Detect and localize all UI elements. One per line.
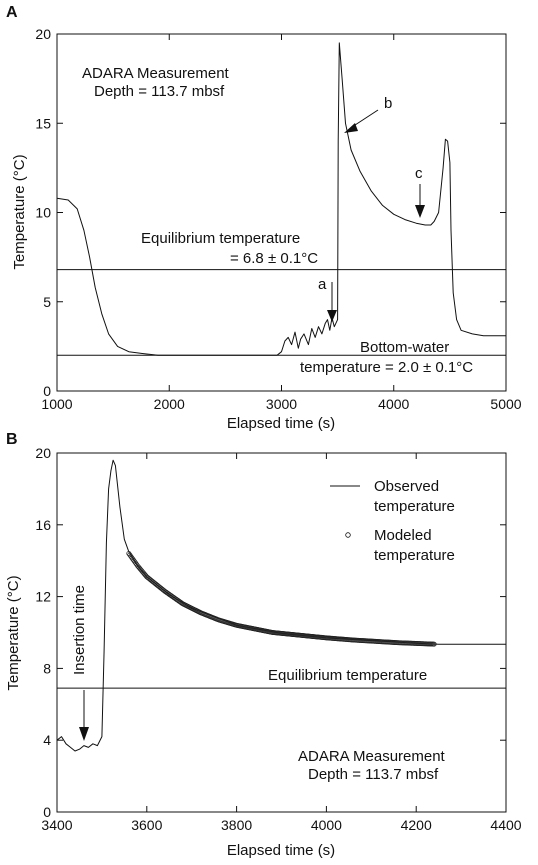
panel-b-x-tick-label: 4400 [490,817,521,833]
panel-a-y-axis: 0 5 10 15 20 [35,26,506,399]
panel-b-x-axis: 3400 3600 3800 4000 4200 4400 [41,453,522,833]
panel-a-letter: A [6,4,18,21]
panel-b-x-tick-label: 3800 [221,817,252,833]
panel-b-series [56,459,506,752]
panel-a-y-tick-label: 10 [35,205,51,221]
panel-b-legend: Observed temperature Modeled temperature [330,478,455,564]
panel-b-y-tick-label: 8 [43,660,51,676]
arrow-b-head [344,123,358,133]
arrow-a-head [327,310,337,322]
panel-a-y-tick-label: 15 [35,115,51,131]
panel-b-x-tick-label: 4000 [311,817,342,833]
panel-b-x-axis-title: Elapsed time (s) [227,842,335,859]
annotation-label-b: b [384,95,392,112]
panel-a-x-tick-label: 3000 [266,396,297,412]
panel-a-y-tick-label: 20 [35,26,51,42]
annotation-bottom-water-value: temperature = 2.0 ± 0.1°C [300,359,473,376]
panel-b-y-tick-label: 20 [35,445,51,461]
panel-b-x-tick-label: 3600 [131,817,162,833]
annotation-adara-measurement-b: ADARA Measurement [298,748,446,765]
legend-modeled-swatch [345,532,351,538]
panel-a-x-axis-title: Elapsed time (s) [227,415,335,432]
legend-observed-label: Observed [374,478,439,495]
panel-b-y-tick-label: 12 [35,589,51,605]
panel-b-letter: B [6,431,18,448]
panel-a-series [56,42,506,356]
panel-a-x-tick-label: 2000 [154,396,185,412]
annotation-depth: Depth = 113.7 mbsf [94,83,225,100]
panel-a-y-axis-title: Temperature (°C) [11,154,28,269]
panel-a-reference-lines [57,269,506,356]
panel-a-x-tick-label: 4000 [378,396,409,412]
arrow-insertion-head [79,727,89,741]
panel-b-x-tick-label: 3400 [41,817,72,833]
panel-a-y-tick-label: 0 [43,383,51,399]
annotation-label-a: a [318,276,327,293]
arrow-c-head [415,205,425,218]
panel-a-x-tick-label: 1000 [41,396,72,412]
panel-a-observed-line [56,42,506,356]
panel-b: B 0 4 8 12 16 20 3400 3600 3800 4000 4200 4400 Tem… [5,431,522,859]
annotation-equilibrium-value: = 6.8 ± 0.1°C [230,250,318,267]
panel-b-y-tick-label: 4 [43,732,51,748]
arrow-b-shaft [351,109,379,128]
annotation-insertion-time: Insertion time [71,585,88,675]
panel-a-y-tick-label: 5 [43,294,51,310]
legend-modeled-label: Modeled [374,527,432,544]
annotation-adara-measurement: ADARA Measurement [82,65,230,82]
annotation-label-c: c [415,165,423,182]
panel-b-plot-frame [56,452,507,813]
panel-b-y-axis-title: Temperature (°C) [5,575,22,690]
panel-b-y-axis: 0 4 8 12 16 20 [35,445,506,820]
panel-a-x-tick-label: 5000 [490,396,521,412]
panel-a: A 0 5 10 15 20 1000 2000 3000 4000 5000 Temperat… [6,4,522,432]
legend-observed-label-2: temperature [374,498,455,515]
modeled-point [431,641,437,647]
annotation-equilibrium-temperature: Equilibrium temperature [141,230,300,247]
panel-b-y-tick-label: 16 [35,517,51,533]
annotation-equilibrium-temperature-b: Equilibrium temperature [268,667,427,684]
annotation-depth-b: Depth = 113.7 mbsf [308,766,439,783]
annotation-bottom-water: Bottom-water [360,339,449,356]
panel-a-x-axis: 1000 2000 3000 4000 5000 [41,34,522,412]
legend-modeled-label-2: temperature [374,547,455,564]
panel-b-x-tick-label: 4200 [401,817,432,833]
panel-b-y-tick-label: 0 [43,804,51,820]
